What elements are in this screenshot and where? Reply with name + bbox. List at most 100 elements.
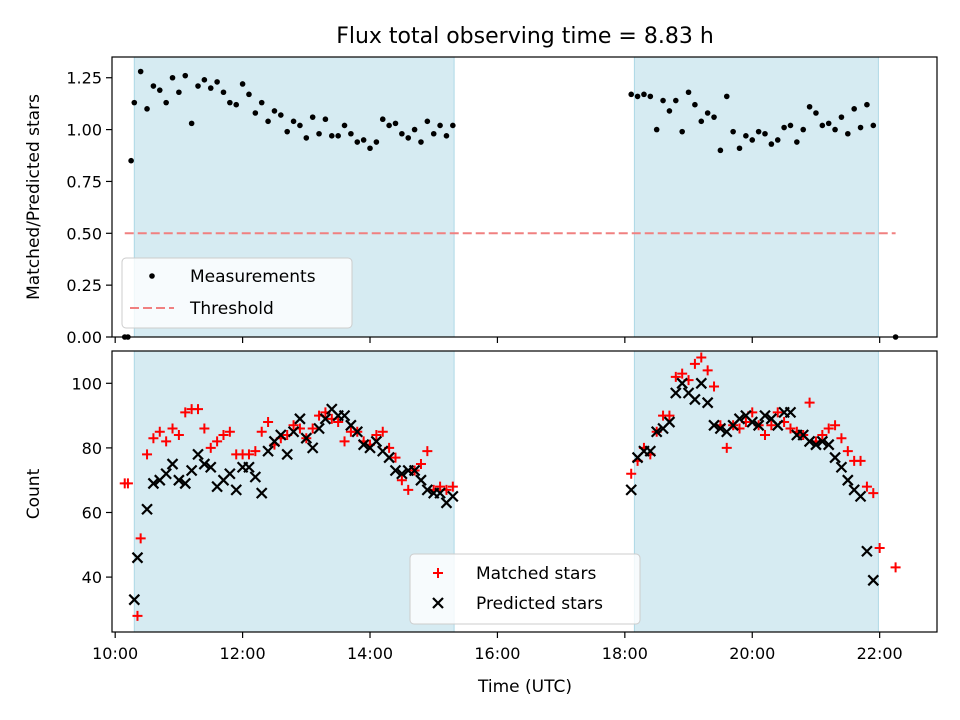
- data-point: [733, 413, 746, 425]
- data-point: [263, 417, 274, 428]
- data-point: [664, 410, 675, 421]
- data-point: [823, 423, 834, 434]
- data-point: [673, 97, 679, 104]
- data-point: [243, 461, 255, 474]
- data-point: [278, 112, 284, 118]
- data-point: [180, 407, 191, 418]
- data-point: [185, 464, 198, 477]
- data-point: [660, 97, 666, 104]
- data-point: [813, 110, 819, 116]
- data-point: [768, 141, 775, 147]
- data-point: [328, 133, 335, 139]
- data-point: [281, 448, 293, 461]
- data-point: [192, 448, 204, 461]
- data-point: [679, 128, 685, 135]
- data-point: [709, 381, 720, 392]
- data-point: [817, 429, 828, 440]
- data-point: [704, 110, 711, 116]
- data-point: [842, 474, 854, 486]
- data-point: [131, 551, 144, 564]
- data-point: [163, 99, 169, 106]
- data-point: [771, 419, 784, 432]
- data-point: [243, 449, 254, 460]
- y-axis-label-ratio: Matched/Predicted stars: [24, 94, 44, 300]
- data-point: [156, 87, 163, 93]
- data-point: [405, 135, 412, 141]
- data-point: [258, 99, 265, 106]
- data-point: [711, 114, 717, 120]
- data-point: [379, 116, 386, 123]
- data-point: [357, 438, 370, 451]
- data-point: [389, 464, 402, 477]
- data-point: [360, 137, 367, 143]
- legend-marker-predicted: [432, 597, 444, 609]
- data-point: [144, 106, 150, 112]
- data-point: [890, 562, 901, 573]
- data-point: [644, 445, 657, 457]
- data-point: [836, 433, 847, 444]
- data-point: [370, 435, 383, 448]
- data-point: [861, 545, 873, 558]
- data-point: [204, 461, 217, 474]
- data-point: [287, 425, 300, 438]
- data-point: [195, 83, 201, 89]
- data-point: [845, 130, 851, 137]
- data-point: [148, 433, 159, 444]
- data-point: [122, 478, 133, 489]
- data-point: [341, 122, 348, 129]
- data-point: [653, 126, 660, 133]
- data-point: [339, 436, 350, 447]
- y-tick-label: 0.25: [66, 276, 102, 295]
- data-point: [333, 417, 344, 428]
- data-point: [271, 108, 278, 114]
- data-point: [173, 474, 185, 486]
- data-point: [205, 442, 216, 453]
- y-tick-label: 0.50: [66, 224, 102, 243]
- y-tick-label: 0.00: [66, 328, 102, 347]
- data-point: [214, 79, 220, 85]
- data-point: [787, 122, 794, 129]
- data-point: [161, 436, 172, 447]
- legend-box: [409, 553, 641, 625]
- data-point: [435, 481, 446, 492]
- data-point: [230, 484, 243, 496]
- data-point: [227, 99, 233, 106]
- data-point: [855, 455, 866, 466]
- series-predicted-stars: [129, 378, 880, 606]
- data-point: [838, 114, 845, 120]
- data-point: [173, 429, 184, 440]
- data-point: [746, 416, 759, 428]
- legend-label-threshold: Threshold: [189, 299, 274, 319]
- data-point: [399, 130, 405, 137]
- data-point: [303, 135, 310, 141]
- data-point: [386, 122, 392, 129]
- data-point: [800, 126, 807, 133]
- data-point: [663, 416, 676, 428]
- data-point: [870, 122, 877, 129]
- x-tick-label: 16:00: [474, 644, 520, 663]
- data-point: [650, 425, 663, 438]
- data-point: [825, 120, 832, 127]
- y-tick-label: 40: [82, 568, 102, 587]
- data-point: [437, 122, 443, 129]
- data-point: [294, 413, 306, 425]
- x-axis-label: Time (UTC): [477, 677, 572, 697]
- data-point: [766, 420, 777, 431]
- data-point: [179, 477, 192, 490]
- data-point: [137, 68, 144, 75]
- data-point: [150, 83, 157, 89]
- data-point: [804, 397, 815, 408]
- data-point: [443, 133, 450, 139]
- data-point: [696, 352, 707, 363]
- legend-marker-matched: [433, 568, 443, 578]
- x-tick-label: 12:00: [220, 644, 266, 663]
- data-point: [743, 133, 749, 139]
- legend-marker-measurements: [149, 273, 155, 279]
- data-point: [290, 118, 297, 125]
- data-point: [220, 89, 227, 96]
- data-point: [864, 101, 870, 108]
- observing-window: [633, 56, 879, 338]
- data-point: [634, 93, 641, 100]
- data-point: [255, 487, 268, 499]
- data-point: [772, 407, 783, 418]
